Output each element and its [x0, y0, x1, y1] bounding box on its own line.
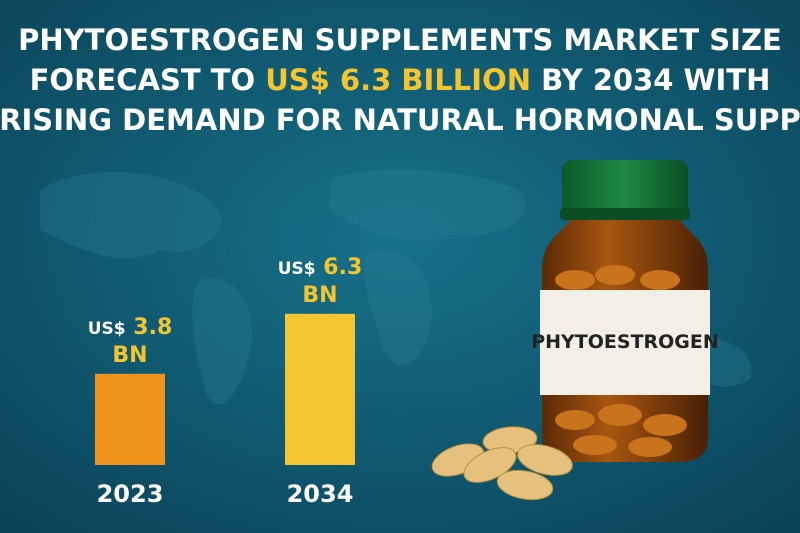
title-line: PHYTOESTROGEN SUPPLEMENTS MARKET SIZE — [18, 23, 782, 57]
value-label: US$ 3.8 — [88, 315, 173, 340]
value-suffix: BN — [112, 343, 147, 368]
title-text: PHYTOESTROGEN SUPPLEMENTS MARKET SIZE — [18, 23, 782, 57]
title-line: RISING DEMAND FOR NATURAL HORMONAL SUPP — [0, 103, 800, 137]
title-highlight: US$ 6.3 BILLION — [265, 63, 531, 97]
bar-chart: US$ 3.8 BN 2023 US$ 6.3 BN 2034 — [88, 255, 363, 508]
title-text: FORECAST TO — [30, 63, 266, 97]
pills — [431, 426, 573, 501]
title-text: RISING DEMAND FOR NATURAL HORMONAL SUPP — [0, 103, 800, 137]
title: PHYTOESTROGEN SUPPLEMENTS MARKET SIZE FOR… — [0, 23, 800, 137]
x-tick-label: 2023 — [97, 480, 164, 508]
value-suffix: BN — [302, 283, 337, 308]
x-tick-label: 2034 — [287, 480, 354, 508]
bar — [95, 373, 165, 465]
value-prefix: US$ — [278, 259, 316, 279]
bar — [285, 313, 355, 465]
value-number: 6.3 — [323, 255, 362, 280]
bottle-label: PHYTOESTROGEN — [531, 331, 719, 353]
value-number: 3.8 — [133, 315, 172, 340]
value-prefix: US$ — [88, 319, 126, 339]
bottle: PHYTOESTROGEN — [531, 160, 719, 462]
title-line: FORECAST TO US$ 6.3 BILLION BY 2034 WITH — [30, 63, 771, 97]
title-text: BY 2034 WITH — [531, 63, 770, 97]
value-label: US$ 6.3 — [278, 255, 363, 280]
